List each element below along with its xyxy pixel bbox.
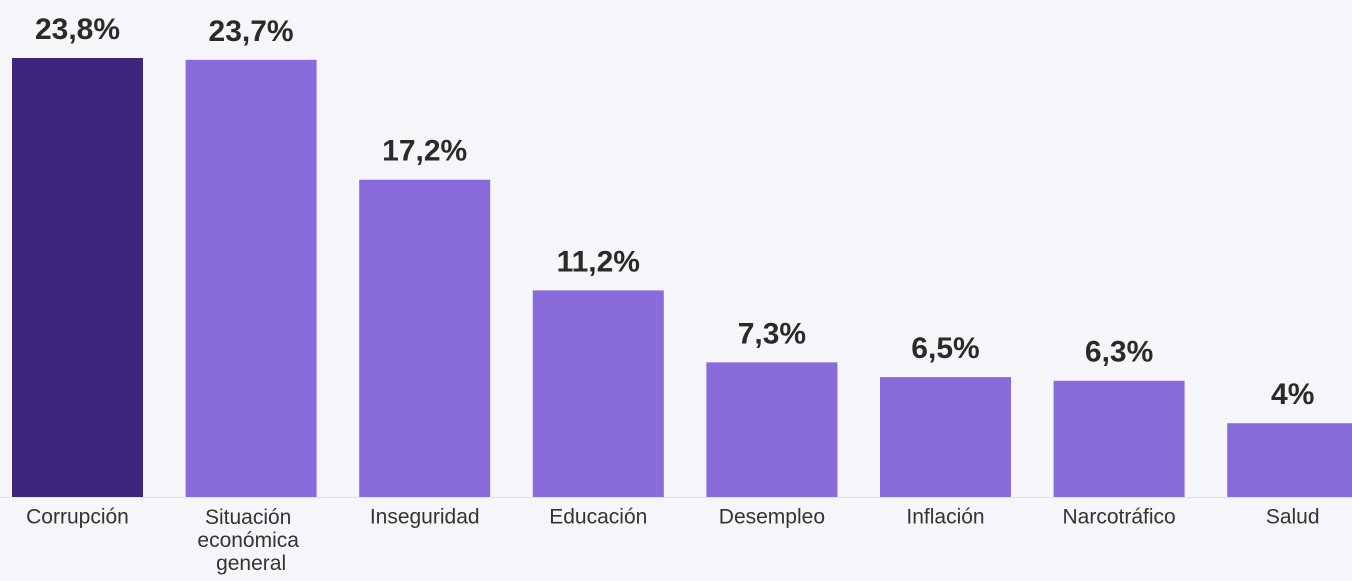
value-label: 4% (1271, 378, 1314, 411)
category-label: Educación (549, 506, 647, 529)
category-label: Corrupción (26, 506, 129, 529)
bar (359, 179, 491, 497)
category-label: Narcotráfico (1062, 506, 1175, 529)
category-label: Desempleo (719, 506, 825, 529)
value-label: 17,2% (382, 135, 467, 168)
bar (1053, 380, 1185, 497)
category-label: Inseguridad (370, 506, 480, 529)
bar (706, 362, 838, 497)
value-label: 11,2% (557, 245, 640, 278)
bar (12, 58, 143, 497)
category-label: Salud (1266, 506, 1320, 529)
bar (185, 59, 317, 497)
value-label: 6,5% (911, 332, 979, 365)
bar (1227, 423, 1352, 497)
value-label: 23,7% (209, 15, 294, 48)
value-label: 23,8% (35, 13, 120, 46)
value-label: 7,3% (738, 317, 806, 350)
value-label: 6,3% (1085, 336, 1153, 369)
category-label: Inflación (906, 506, 984, 529)
category-label: Situación económica general (197, 506, 304, 575)
bar (532, 290, 664, 497)
bar (880, 377, 1011, 497)
